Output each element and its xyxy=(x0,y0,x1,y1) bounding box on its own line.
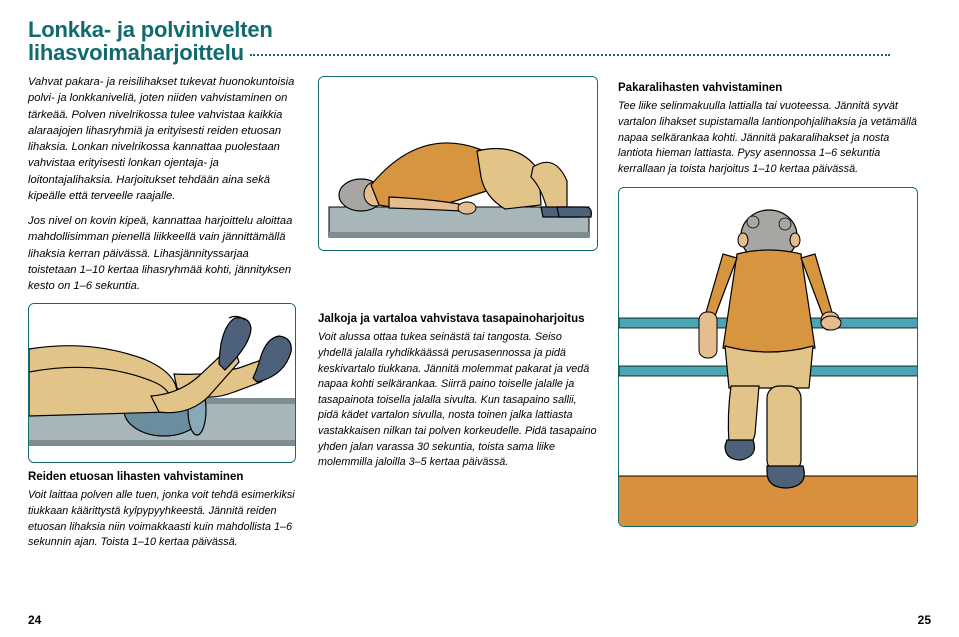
column-2: Jalkoja ja vartaloa vahvistava tasapaino… xyxy=(318,76,598,551)
page-number-left: 24 xyxy=(28,612,41,629)
ex3-desc: Voit alussa ottaa tukea seinästä tai tan… xyxy=(318,330,598,471)
intro-para2: Jos nivel on kovin kipeä, kannattaa harj… xyxy=(28,213,298,294)
ex1-head: Reiden etuosan lihasten vahvistaminen xyxy=(28,469,298,485)
title-line2: lihasvoimaharjoittelu xyxy=(28,41,244,64)
ex2-head: Pakaralihasten vahvistaminen xyxy=(618,80,918,96)
title-line1: Lonkka- ja polvinivelten xyxy=(28,18,931,41)
intro-para1: Vahvat pakara- ja reisilihakset tukevat … xyxy=(28,74,298,204)
column-3: Pakaralihasten vahvistaminen Tee liike s… xyxy=(618,74,918,551)
figure-leg-roll xyxy=(28,303,296,463)
glute-bridge-illustration xyxy=(319,77,598,251)
ex2-desc: Tee liike selinmakuulla lattialla tai vu… xyxy=(618,99,918,177)
column-1: Vahvat pakara- ja reisilihakset tukevat … xyxy=(28,74,298,551)
figure-standing-balance xyxy=(618,187,918,527)
dotted-rule xyxy=(250,54,890,56)
ex3-head: Jalkoja ja vartaloa vahvistava tasapaino… xyxy=(318,311,598,327)
standing-balance-illustration xyxy=(619,188,918,527)
leg-roll-illustration xyxy=(29,304,296,463)
page-title: Lonkka- ja polvinivelten lihasvoimaharjo… xyxy=(28,18,931,64)
ex1-desc: Voit laittaa polven alle tuen, jonka voi… xyxy=(28,488,298,551)
content-columns: Vahvat pakara- ja reisilihakset tukevat … xyxy=(28,74,931,551)
intro-block: Vahvat pakara- ja reisilihakset tukevat … xyxy=(28,74,298,294)
page-number-right: 25 xyxy=(918,612,931,629)
figure-glute-bridge xyxy=(318,76,598,251)
